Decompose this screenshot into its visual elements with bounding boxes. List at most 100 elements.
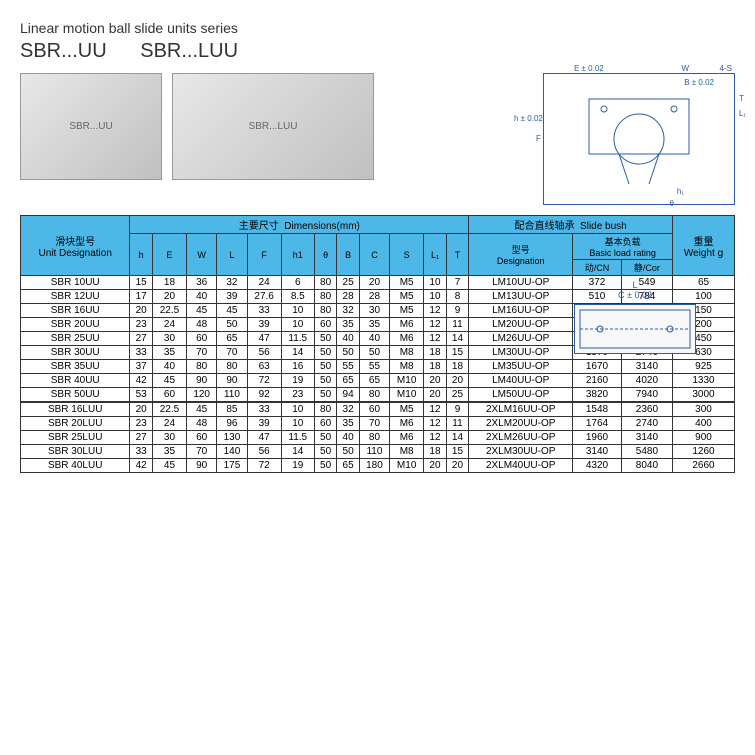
table-cell: M5 (390, 276, 424, 290)
table-cell: 63 (247, 360, 281, 374)
col-weight: 重量 Weight g (673, 216, 735, 276)
table-cell: M6 (390, 318, 424, 332)
product-image-long: SBR...LUU (172, 73, 374, 180)
table-cell: 20 (424, 374, 447, 388)
table-cell: 400 (673, 417, 735, 431)
model-luu: SBR...LUU (140, 40, 238, 62)
table-cell: 110 (217, 388, 247, 403)
table-cell: 10 (281, 304, 314, 318)
tbody-luu: SBR 16LUU2022.545853310803260M51292XLM16… (21, 402, 735, 473)
table-cell: 22.5 (152, 304, 186, 318)
table-cell: 27.6 (247, 290, 281, 304)
table-cell: M6 (390, 431, 424, 445)
table-cell: SBR 40UU (21, 374, 130, 388)
table-cell: 47 (247, 332, 281, 346)
table-cell: 20 (130, 304, 153, 318)
table-cell: 14 (446, 332, 469, 346)
table-cell: 39 (217, 290, 247, 304)
table-cell: 12 (424, 431, 447, 445)
table-cell: 90 (217, 374, 247, 388)
table-cell: 23 (130, 318, 153, 332)
table-cell: 20 (446, 459, 469, 473)
table-cell: SBR 35UU (21, 360, 130, 374)
table-cell: 18 (424, 360, 447, 374)
table-cell: M5 (390, 304, 424, 318)
table-cell: 11 (446, 318, 469, 332)
table-cell: 48 (187, 417, 217, 431)
table-cell: 50 (314, 459, 337, 473)
table-cell: 94 (337, 388, 360, 403)
table-cell: 50 (314, 360, 337, 374)
table-cell: 50 (314, 332, 337, 346)
table-cell: 2XLM16UU-OP (469, 402, 573, 417)
table-cell: 28 (359, 290, 389, 304)
table-cell: 3140 (621, 360, 672, 374)
table-cell: 2XLM26UU-OP (469, 431, 573, 445)
table-cell: 20 (424, 388, 447, 403)
table-cell: 4320 (573, 459, 622, 473)
table-cell: M6 (390, 332, 424, 346)
table-cell: 1548 (573, 402, 622, 417)
table-cell: 35 (337, 318, 360, 332)
table-cell: 80 (314, 276, 337, 290)
table-cell: 2160 (573, 374, 622, 388)
table-cell: 40 (337, 431, 360, 445)
table-cell: SBR 50UU (21, 388, 130, 403)
table-cell: 96 (217, 417, 247, 431)
table-cell: 35 (152, 346, 186, 360)
table-cell: 32 (337, 304, 360, 318)
table-cell: 10 (281, 402, 314, 417)
table-cell: 30 (359, 304, 389, 318)
col-bush-designation: 型号 Designation (469, 234, 573, 276)
table-cell: 39 (247, 417, 281, 431)
table-cell: 50 (337, 445, 360, 459)
table-cell: 27 (130, 431, 153, 445)
table-cell: 15 (446, 346, 469, 360)
table-cell: 24 (247, 276, 281, 290)
table-cell: LM10UU-OP (469, 276, 573, 290)
table-cell: 18 (152, 276, 186, 290)
table-cell: 60 (359, 402, 389, 417)
table-cell: 60 (314, 417, 337, 431)
table-cell: 2XLM40UU-OP (469, 459, 573, 473)
table-cell: 35 (152, 445, 186, 459)
table-cell: 9 (446, 402, 469, 417)
table-cell: LM30UU-OP (469, 346, 573, 360)
table-cell: 9 (446, 304, 469, 318)
table-cell: 1330 (673, 374, 735, 388)
table-cell: 3140 (621, 431, 672, 445)
table-cell: 80 (187, 360, 217, 374)
table-cell: 2XLM30UU-OP (469, 445, 573, 459)
table-cell: 1764 (573, 417, 622, 431)
images-row: SBR...UU SBR...LUU E ± 0.02 W 4-S B ± 0.… (20, 73, 735, 205)
table-cell: 45 (152, 459, 186, 473)
table-cell: SBR 40LUU (21, 459, 130, 473)
table-cell: 80 (359, 388, 389, 403)
table-row: SBR 40UU424590907219506565M102020LM40UU-… (21, 374, 735, 388)
table-cell: 40 (359, 332, 389, 346)
series-title: Linear motion ball slide units series (20, 20, 735, 36)
table-cell: 7940 (621, 388, 672, 403)
table-cell: 3000 (673, 388, 735, 403)
table-cell: 53 (130, 388, 153, 403)
table-cell: 28 (337, 290, 360, 304)
table-cell: 60 (187, 431, 217, 445)
table-cell: 18 (424, 346, 447, 360)
table-cell: 20 (446, 374, 469, 388)
table-cell: 2XLM20UU-OP (469, 417, 573, 431)
table-cell: SBR 16LUU (21, 402, 130, 417)
table-cell: 42 (130, 459, 153, 473)
table-row: SBR 16LUU2022.545853310803260M51292XLM16… (21, 402, 735, 417)
table-cell: 80 (217, 360, 247, 374)
table-cell: 33 (130, 445, 153, 459)
table-cell: SBR 12UU (21, 290, 130, 304)
table-cell: 10 (424, 276, 447, 290)
technical-drawing-front: E ± 0.02 W 4-S B ± 0.02 h ± 0.02 F T L₁ … (543, 73, 735, 205)
table-cell: 20 (130, 402, 153, 417)
table-cell: 900 (673, 431, 735, 445)
table-cell: 12 (424, 332, 447, 346)
table-cell: 50 (314, 445, 337, 459)
table-cell: 23 (281, 388, 314, 403)
table-row: SBR 40LUU42459017572195065180M1020202XLM… (21, 459, 735, 473)
table-cell: 40 (337, 332, 360, 346)
